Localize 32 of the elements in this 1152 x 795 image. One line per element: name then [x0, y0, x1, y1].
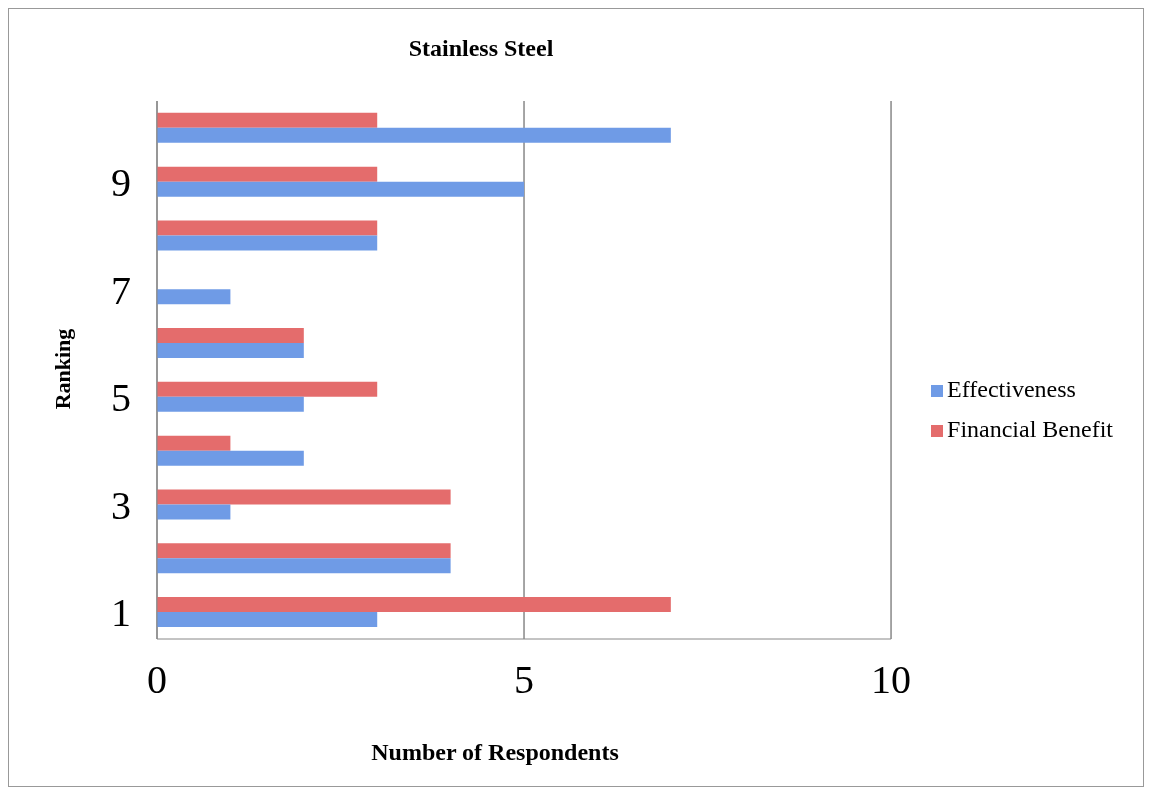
bar	[157, 597, 671, 613]
bar	[157, 181, 525, 197]
x-tick-label: 10	[871, 657, 912, 703]
bar	[157, 396, 304, 412]
bar	[157, 435, 231, 451]
legend-label: Effectiveness	[947, 376, 1076, 402]
bar	[157, 112, 378, 128]
bar	[157, 220, 378, 236]
bar	[157, 289, 231, 305]
bar	[157, 558, 451, 574]
y-tick-label: 3	[111, 482, 131, 528]
legend-label: Financial Benefit	[947, 416, 1113, 442]
bar	[157, 450, 304, 466]
bar	[157, 343, 304, 359]
y-tick-label: 7	[111, 267, 131, 313]
bar	[157, 166, 378, 182]
bar	[157, 127, 671, 143]
bar	[157, 489, 451, 505]
y-tick-label: 5	[111, 375, 131, 421]
x-axis-title: Number of Respondents	[370, 739, 620, 766]
chart-title: Stainless Steel	[407, 35, 555, 62]
bar	[157, 381, 378, 397]
bar	[157, 543, 451, 559]
y-tick-label: 9	[111, 159, 131, 205]
bar	[157, 328, 304, 344]
y-tick-label: 1	[111, 590, 131, 636]
bar	[157, 235, 378, 251]
y-axis-title: Ranking	[50, 328, 76, 410]
x-tick-label: 0	[147, 657, 167, 703]
bar	[157, 612, 378, 628]
bar	[157, 504, 231, 520]
x-tick-label: 5	[514, 657, 535, 703]
